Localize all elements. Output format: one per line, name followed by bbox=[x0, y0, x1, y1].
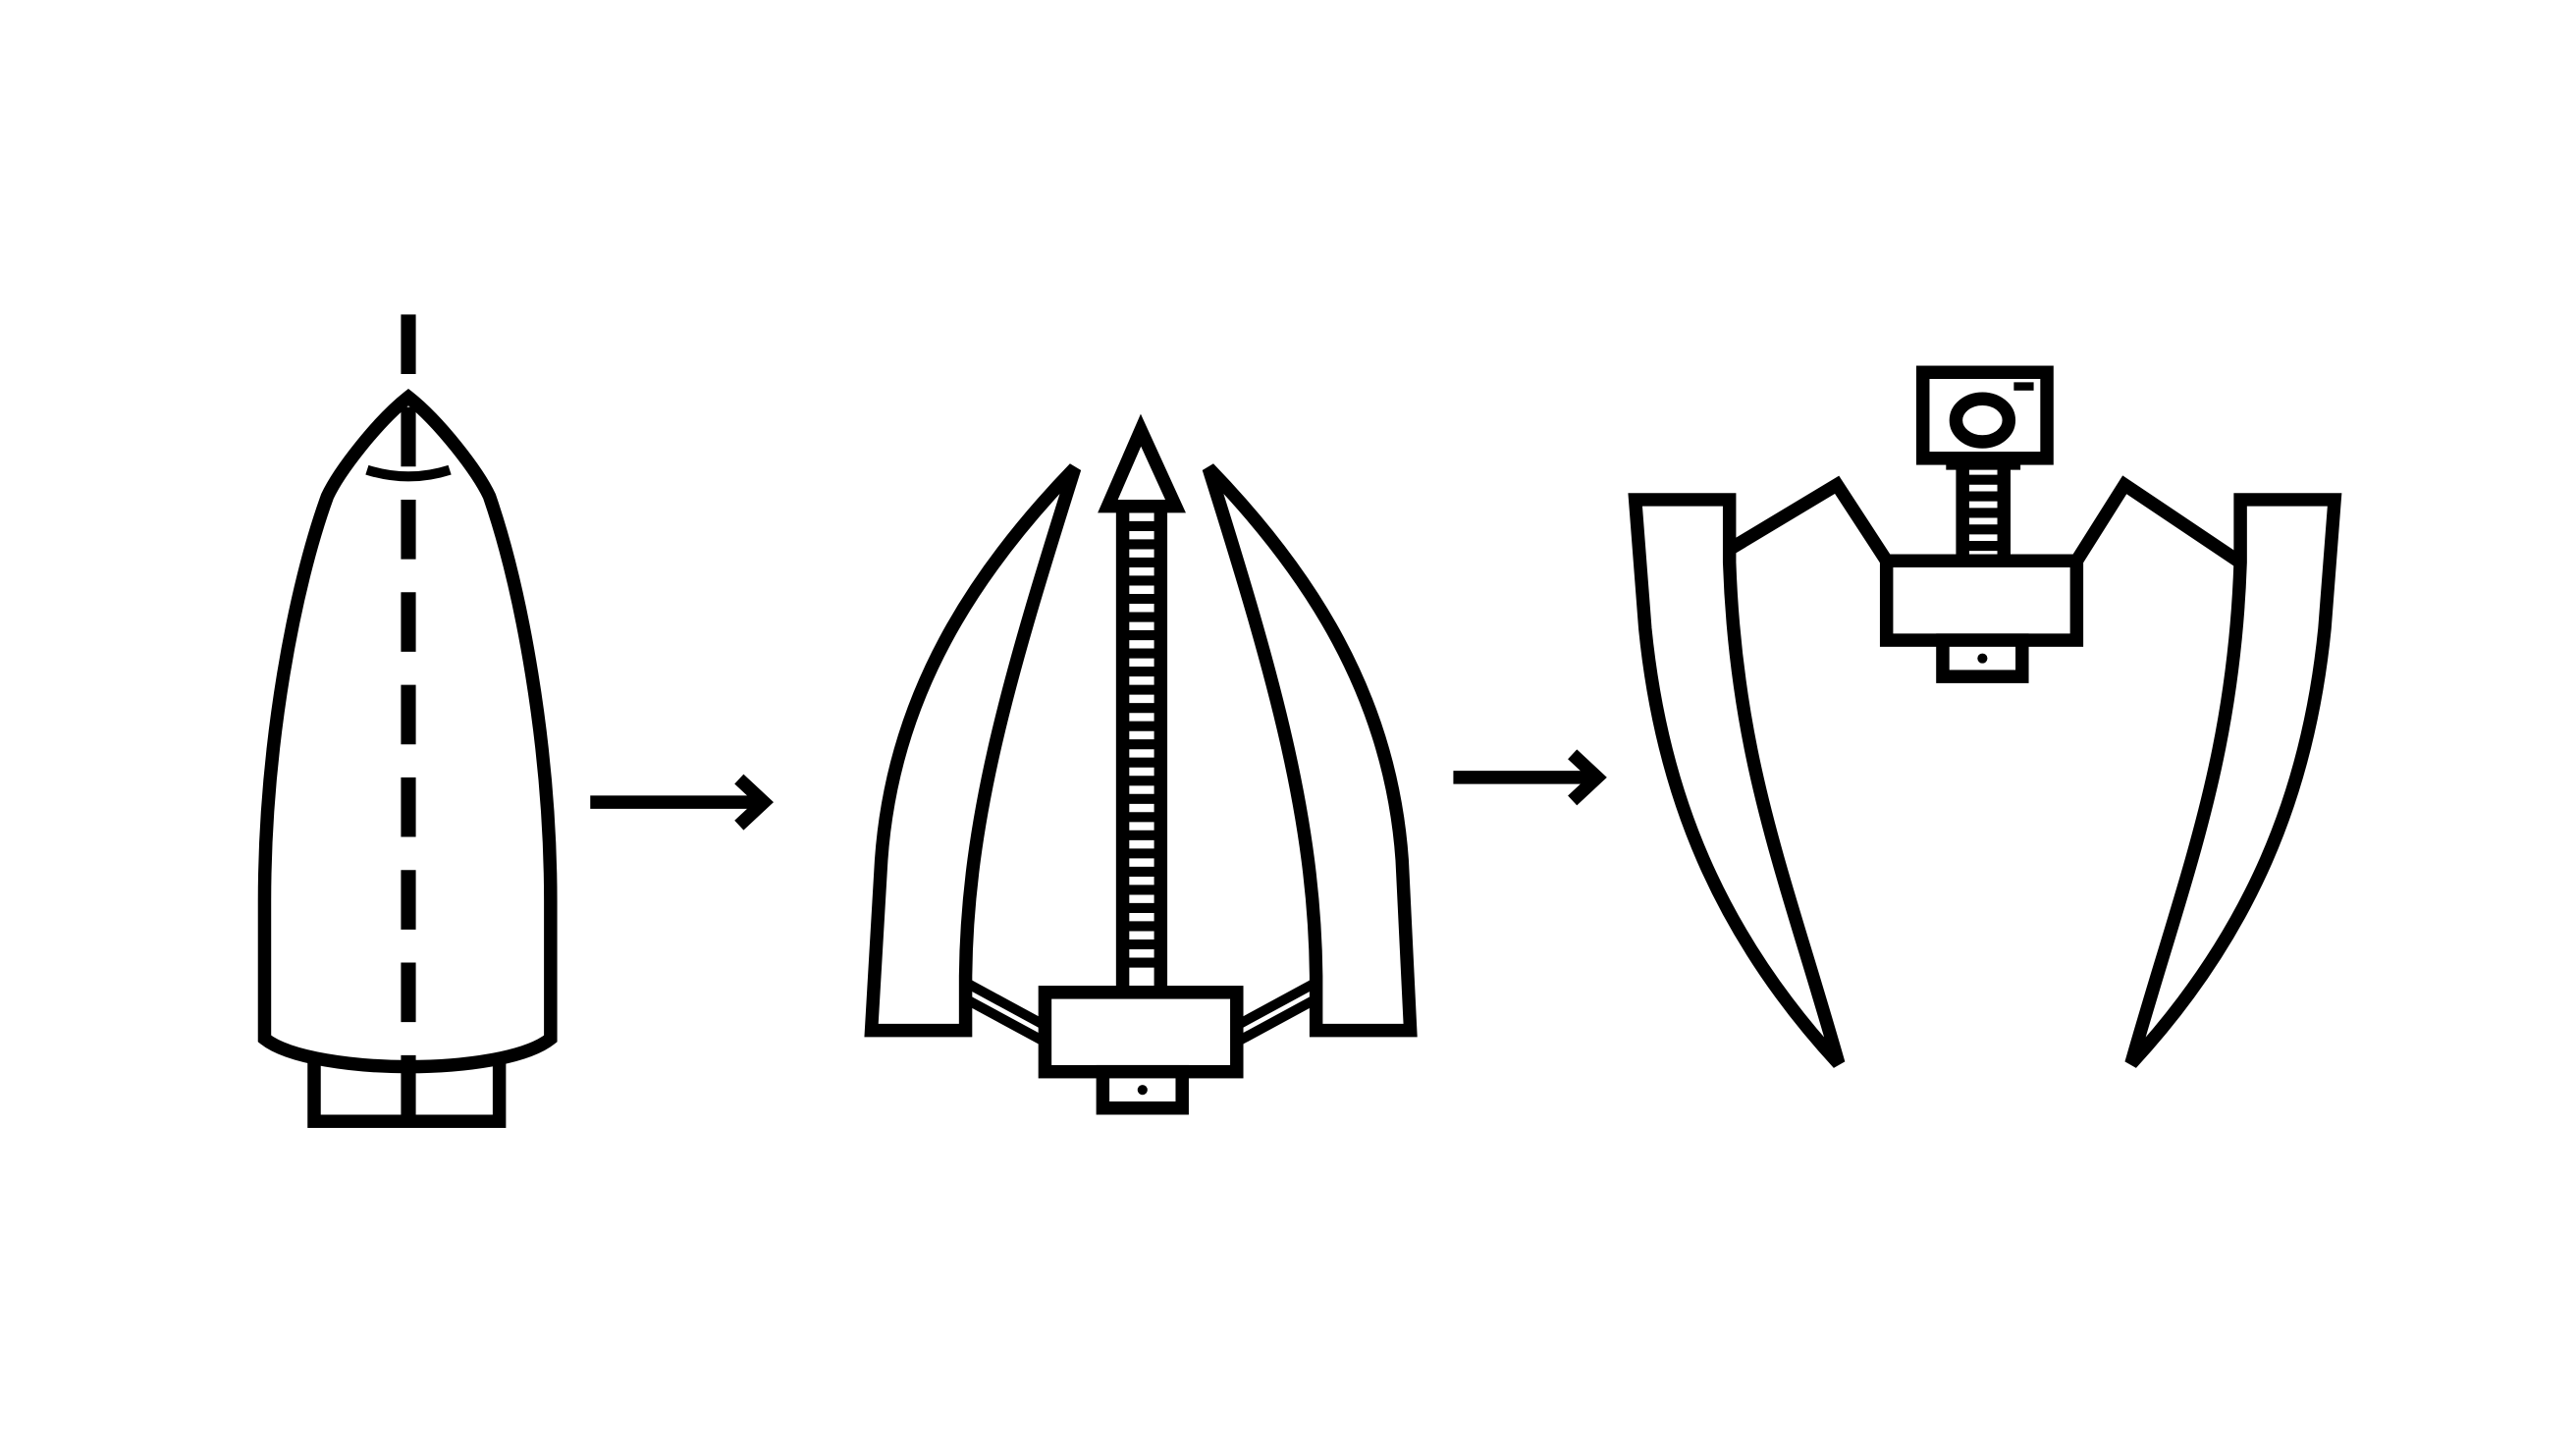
connector-dot bbox=[1977, 653, 1988, 664]
connector-dot bbox=[1137, 1085, 1148, 1096]
left-hinge-link bbox=[963, 978, 1047, 1030]
left-petal bbox=[864, 463, 1082, 1038]
left-arm bbox=[1726, 475, 1893, 564]
right-petal bbox=[1202, 463, 1418, 1038]
mast-segment-lines bbox=[1122, 520, 1161, 968]
arrow-right-icon bbox=[590, 774, 774, 831]
left-petal bbox=[1628, 493, 1846, 1068]
stage-1-closed-pod bbox=[257, 314, 558, 1142]
hub-connector bbox=[1936, 633, 2029, 683]
camera-icon bbox=[1916, 365, 2054, 465]
right-petal bbox=[2124, 493, 2342, 1068]
stage-2-opening-pod bbox=[864, 413, 1418, 1115]
right-hinge-link bbox=[1234, 978, 1319, 1030]
pod-hub bbox=[1879, 554, 2084, 647]
left-hinge-link bbox=[963, 994, 1047, 1046]
pod-hub bbox=[1038, 986, 1244, 1079]
right-arm bbox=[2070, 475, 2244, 568]
mast-segment-lines bbox=[1962, 474, 2005, 552]
mast-tip-arrow bbox=[1098, 413, 1186, 513]
arrow-right-icon bbox=[1453, 749, 1607, 806]
pod-tip-seam bbox=[365, 464, 452, 482]
right-hinge-link bbox=[1234, 994, 1319, 1046]
stage-3-deployed-pod bbox=[1628, 365, 2342, 1068]
